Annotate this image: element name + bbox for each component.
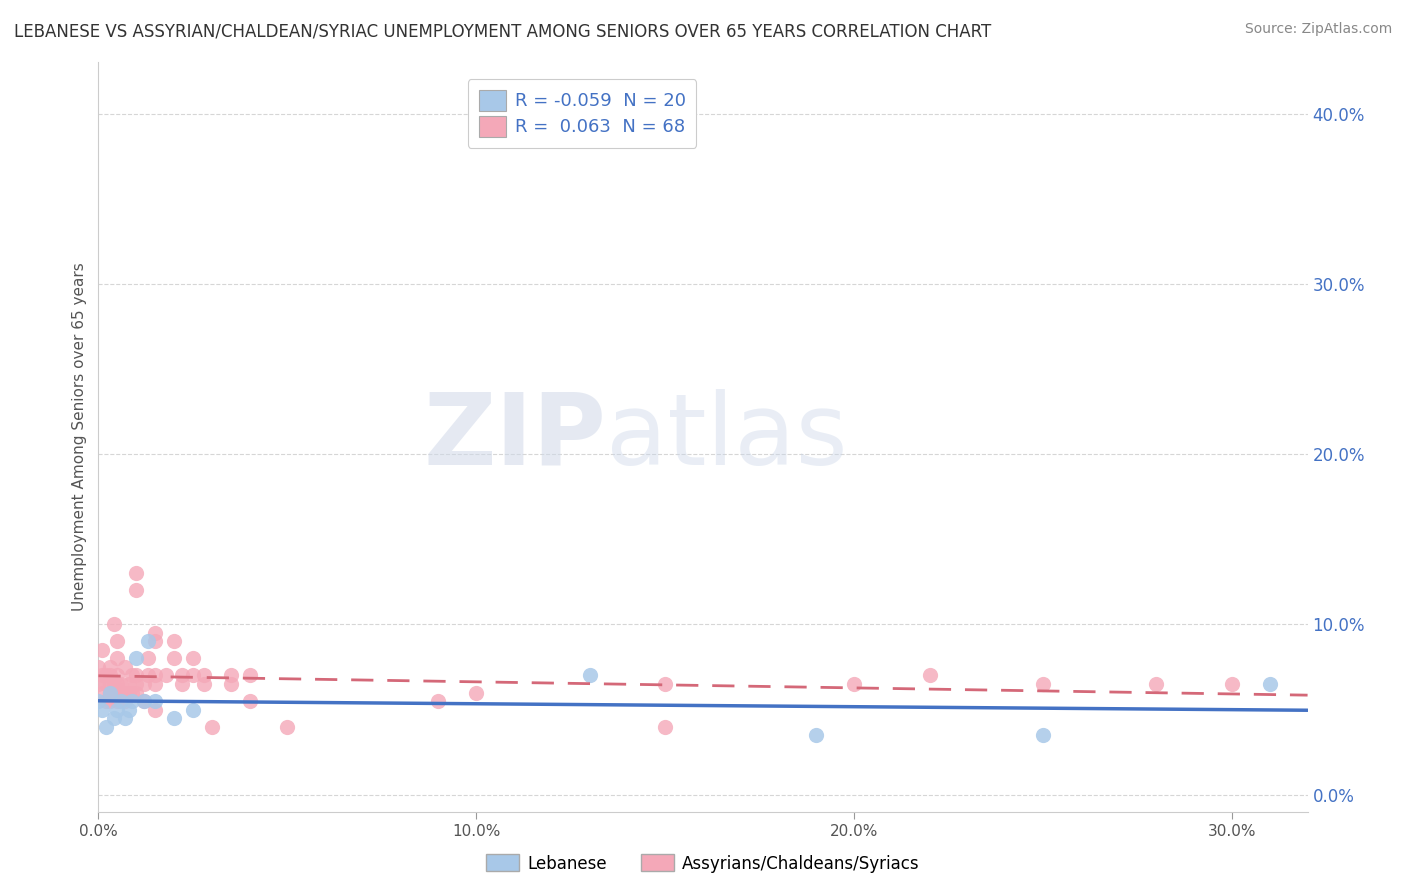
Point xyxy=(121,685,143,699)
Point xyxy=(103,685,125,699)
Point xyxy=(1220,677,1243,691)
Point xyxy=(181,702,204,716)
Point xyxy=(114,711,136,725)
Point xyxy=(136,651,159,665)
Point xyxy=(98,685,121,699)
Point xyxy=(110,677,132,691)
Point xyxy=(103,677,125,691)
Point xyxy=(143,668,166,682)
Point xyxy=(143,634,166,648)
Point xyxy=(105,694,128,708)
Point xyxy=(121,668,143,682)
Point xyxy=(276,720,298,734)
Point xyxy=(87,694,110,708)
Point xyxy=(1258,677,1281,691)
Point xyxy=(118,685,141,699)
Point xyxy=(219,668,242,682)
Point xyxy=(103,711,125,725)
Point xyxy=(98,685,121,699)
Point xyxy=(143,694,166,708)
Legend: R = -0.059  N = 20, R =  0.063  N = 68: R = -0.059 N = 20, R = 0.063 N = 68 xyxy=(468,79,696,148)
Point xyxy=(118,702,141,716)
Point xyxy=(114,660,136,674)
Point xyxy=(91,668,114,682)
Text: Source: ZipAtlas.com: Source: ZipAtlas.com xyxy=(1244,22,1392,37)
Point xyxy=(136,634,159,648)
Point xyxy=(163,651,186,665)
Point xyxy=(105,677,128,691)
Point xyxy=(654,677,676,691)
Point xyxy=(844,677,866,691)
Point xyxy=(132,694,155,708)
Point xyxy=(87,660,110,674)
Point xyxy=(118,677,141,691)
Point xyxy=(91,643,114,657)
Text: ZIP: ZIP xyxy=(423,389,606,485)
Point xyxy=(170,677,193,691)
Point xyxy=(170,668,193,682)
Point xyxy=(105,634,128,648)
Point xyxy=(219,677,242,691)
Point xyxy=(98,660,121,674)
Point xyxy=(143,702,166,716)
Point xyxy=(105,668,128,682)
Point xyxy=(193,677,215,691)
Point xyxy=(239,668,262,682)
Point xyxy=(105,651,128,665)
Point xyxy=(87,677,110,691)
Point xyxy=(94,668,117,682)
Point xyxy=(125,668,148,682)
Point xyxy=(125,651,148,665)
Point xyxy=(654,720,676,734)
Point xyxy=(94,720,117,734)
Y-axis label: Unemployment Among Seniors over 65 years: Unemployment Among Seniors over 65 years xyxy=(72,263,87,611)
Legend: Lebanese, Assyrians/Chaldeans/Syriacs: Lebanese, Assyrians/Chaldeans/Syriacs xyxy=(479,847,927,880)
Point xyxy=(465,685,488,699)
Point xyxy=(98,677,121,691)
Point xyxy=(125,566,148,581)
Point xyxy=(114,685,136,699)
Point xyxy=(125,583,148,598)
Point xyxy=(918,668,941,682)
Point xyxy=(239,694,262,708)
Point xyxy=(181,668,204,682)
Point xyxy=(94,694,117,708)
Point xyxy=(132,694,155,708)
Point xyxy=(121,694,143,708)
Point xyxy=(806,728,828,742)
Text: atlas: atlas xyxy=(606,389,848,485)
Point xyxy=(143,626,166,640)
Point xyxy=(193,668,215,682)
Point xyxy=(125,685,148,699)
Point xyxy=(155,668,177,682)
Point xyxy=(136,668,159,682)
Point xyxy=(143,677,166,691)
Point xyxy=(201,720,224,734)
Point xyxy=(427,694,450,708)
Point xyxy=(91,702,114,716)
Point xyxy=(163,711,186,725)
Point xyxy=(105,702,128,716)
Point xyxy=(110,685,132,699)
Point xyxy=(91,685,114,699)
Point xyxy=(181,651,204,665)
Point xyxy=(163,634,186,648)
Point xyxy=(98,694,121,708)
Point xyxy=(103,617,125,632)
Point xyxy=(98,668,121,682)
Point xyxy=(1032,728,1054,742)
Point xyxy=(125,677,148,691)
Point xyxy=(94,677,117,691)
Point xyxy=(114,694,136,708)
Point xyxy=(1032,677,1054,691)
Point xyxy=(132,677,155,691)
Text: LEBANESE VS ASSYRIAN/CHALDEAN/SYRIAC UNEMPLOYMENT AMONG SENIORS OVER 65 YEARS CO: LEBANESE VS ASSYRIAN/CHALDEAN/SYRIAC UNE… xyxy=(14,22,991,40)
Point xyxy=(110,694,132,708)
Point xyxy=(1146,677,1168,691)
Point xyxy=(578,668,600,682)
